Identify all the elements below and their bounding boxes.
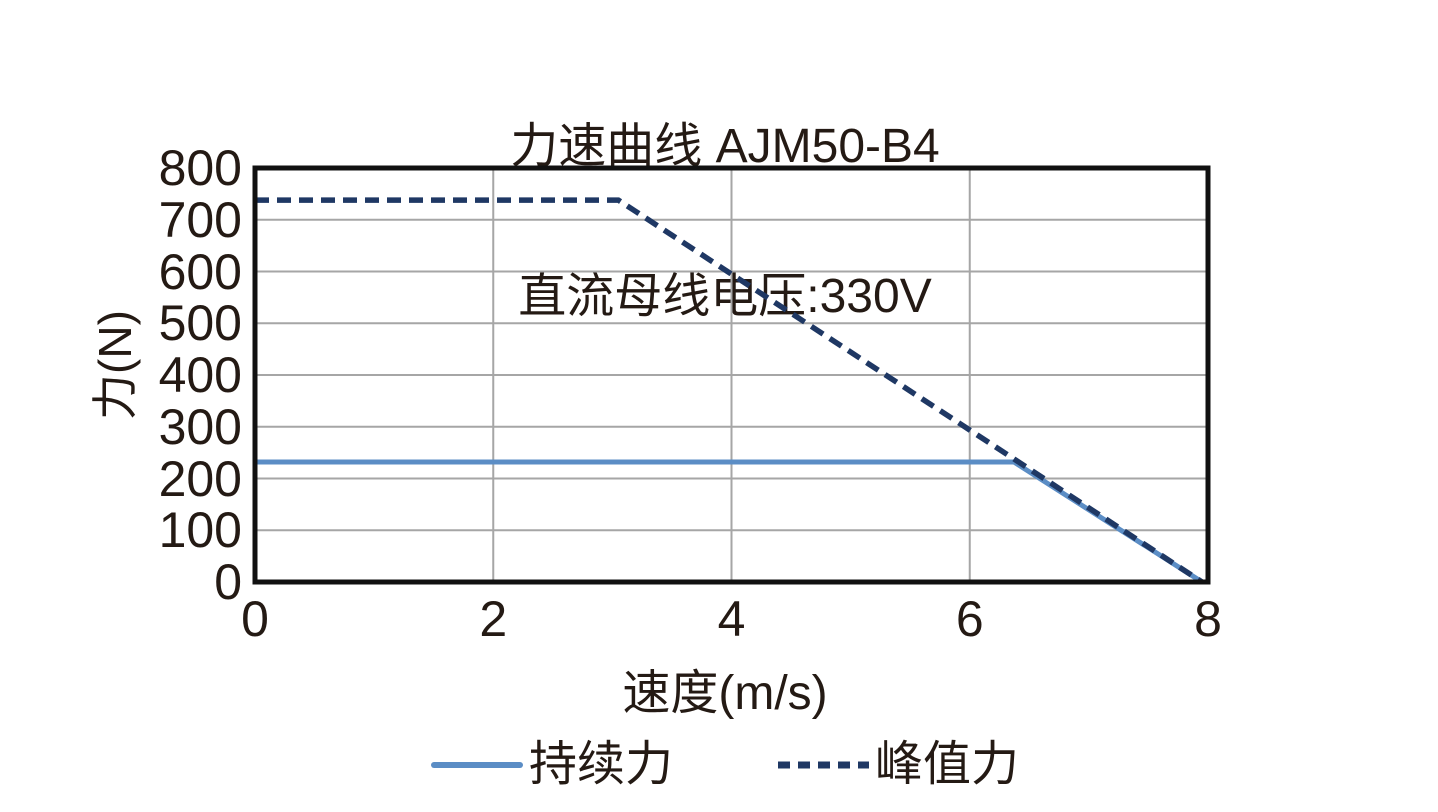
y-tick-label: 300: [158, 398, 242, 455]
x-tick-label: 0: [241, 591, 269, 647]
legend-label-continuous: 持续力: [528, 738, 673, 791]
legend: 持续力 峰值力: [0, 738, 1438, 792]
x-axis-title: 速度(m/s): [622, 667, 828, 720]
chart-title: 力速曲线 AJM50-B4 直流母线电压:330V: [0, 22, 1438, 422]
y-tick-label: 800: [158, 140, 242, 196]
x-tick-label: 4: [717, 591, 746, 647]
series-line-1: [255, 197, 1204, 585]
plot-frame: [252, 165, 1211, 585]
legend-line-solid-icon: [430, 762, 523, 768]
plot-area: [252, 165, 1211, 585]
y-tick-label: 700: [158, 191, 242, 248]
x-tick-label: 8: [1194, 591, 1222, 647]
legend-item-continuous: 持续力: [430, 738, 673, 792]
y-tick-label: 400: [158, 347, 242, 403]
chart-title-line1: 力速曲线 AJM50-B4: [510, 120, 940, 173]
y-tick-label: 200: [158, 450, 242, 507]
y-tick-label: 0: [214, 554, 242, 610]
x-tick-label: 2: [479, 591, 508, 647]
y-tick-label: 500: [158, 295, 242, 352]
legend-item-peak: 峰值力: [777, 738, 1019, 792]
x-tick-label: 6: [955, 591, 984, 647]
chart-title-line2: 直流母线电压:330V: [518, 270, 932, 323]
series-line-0: [255, 459, 1204, 585]
y-tick-label: 600: [158, 243, 242, 300]
y-tick-label: 100: [158, 502, 242, 559]
legend-label-peak: 峰值力: [875, 738, 1020, 791]
legend-line-dashed-icon: [778, 761, 869, 769]
